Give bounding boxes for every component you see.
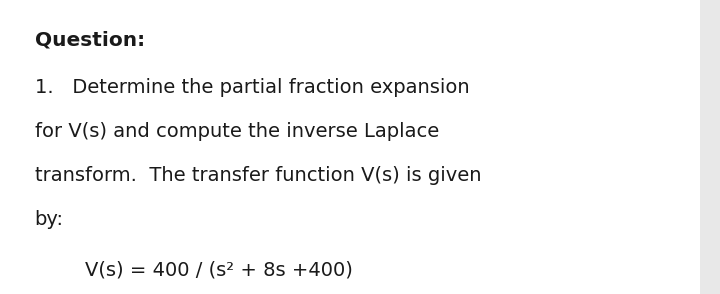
Text: transform.  The transfer function V(s) is given: transform. The transfer function V(s) is… bbox=[35, 166, 481, 185]
Text: Question:: Question: bbox=[35, 31, 145, 50]
Text: V(s) = 400 / (s² + 8s +400): V(s) = 400 / (s² + 8s +400) bbox=[85, 260, 353, 279]
Text: for V(s) and compute the inverse Laplace: for V(s) and compute the inverse Laplace bbox=[35, 122, 438, 141]
Text: 1.   Determine the partial fraction expansion: 1. Determine the partial fraction expans… bbox=[35, 78, 469, 97]
Text: by:: by: bbox=[35, 210, 63, 229]
